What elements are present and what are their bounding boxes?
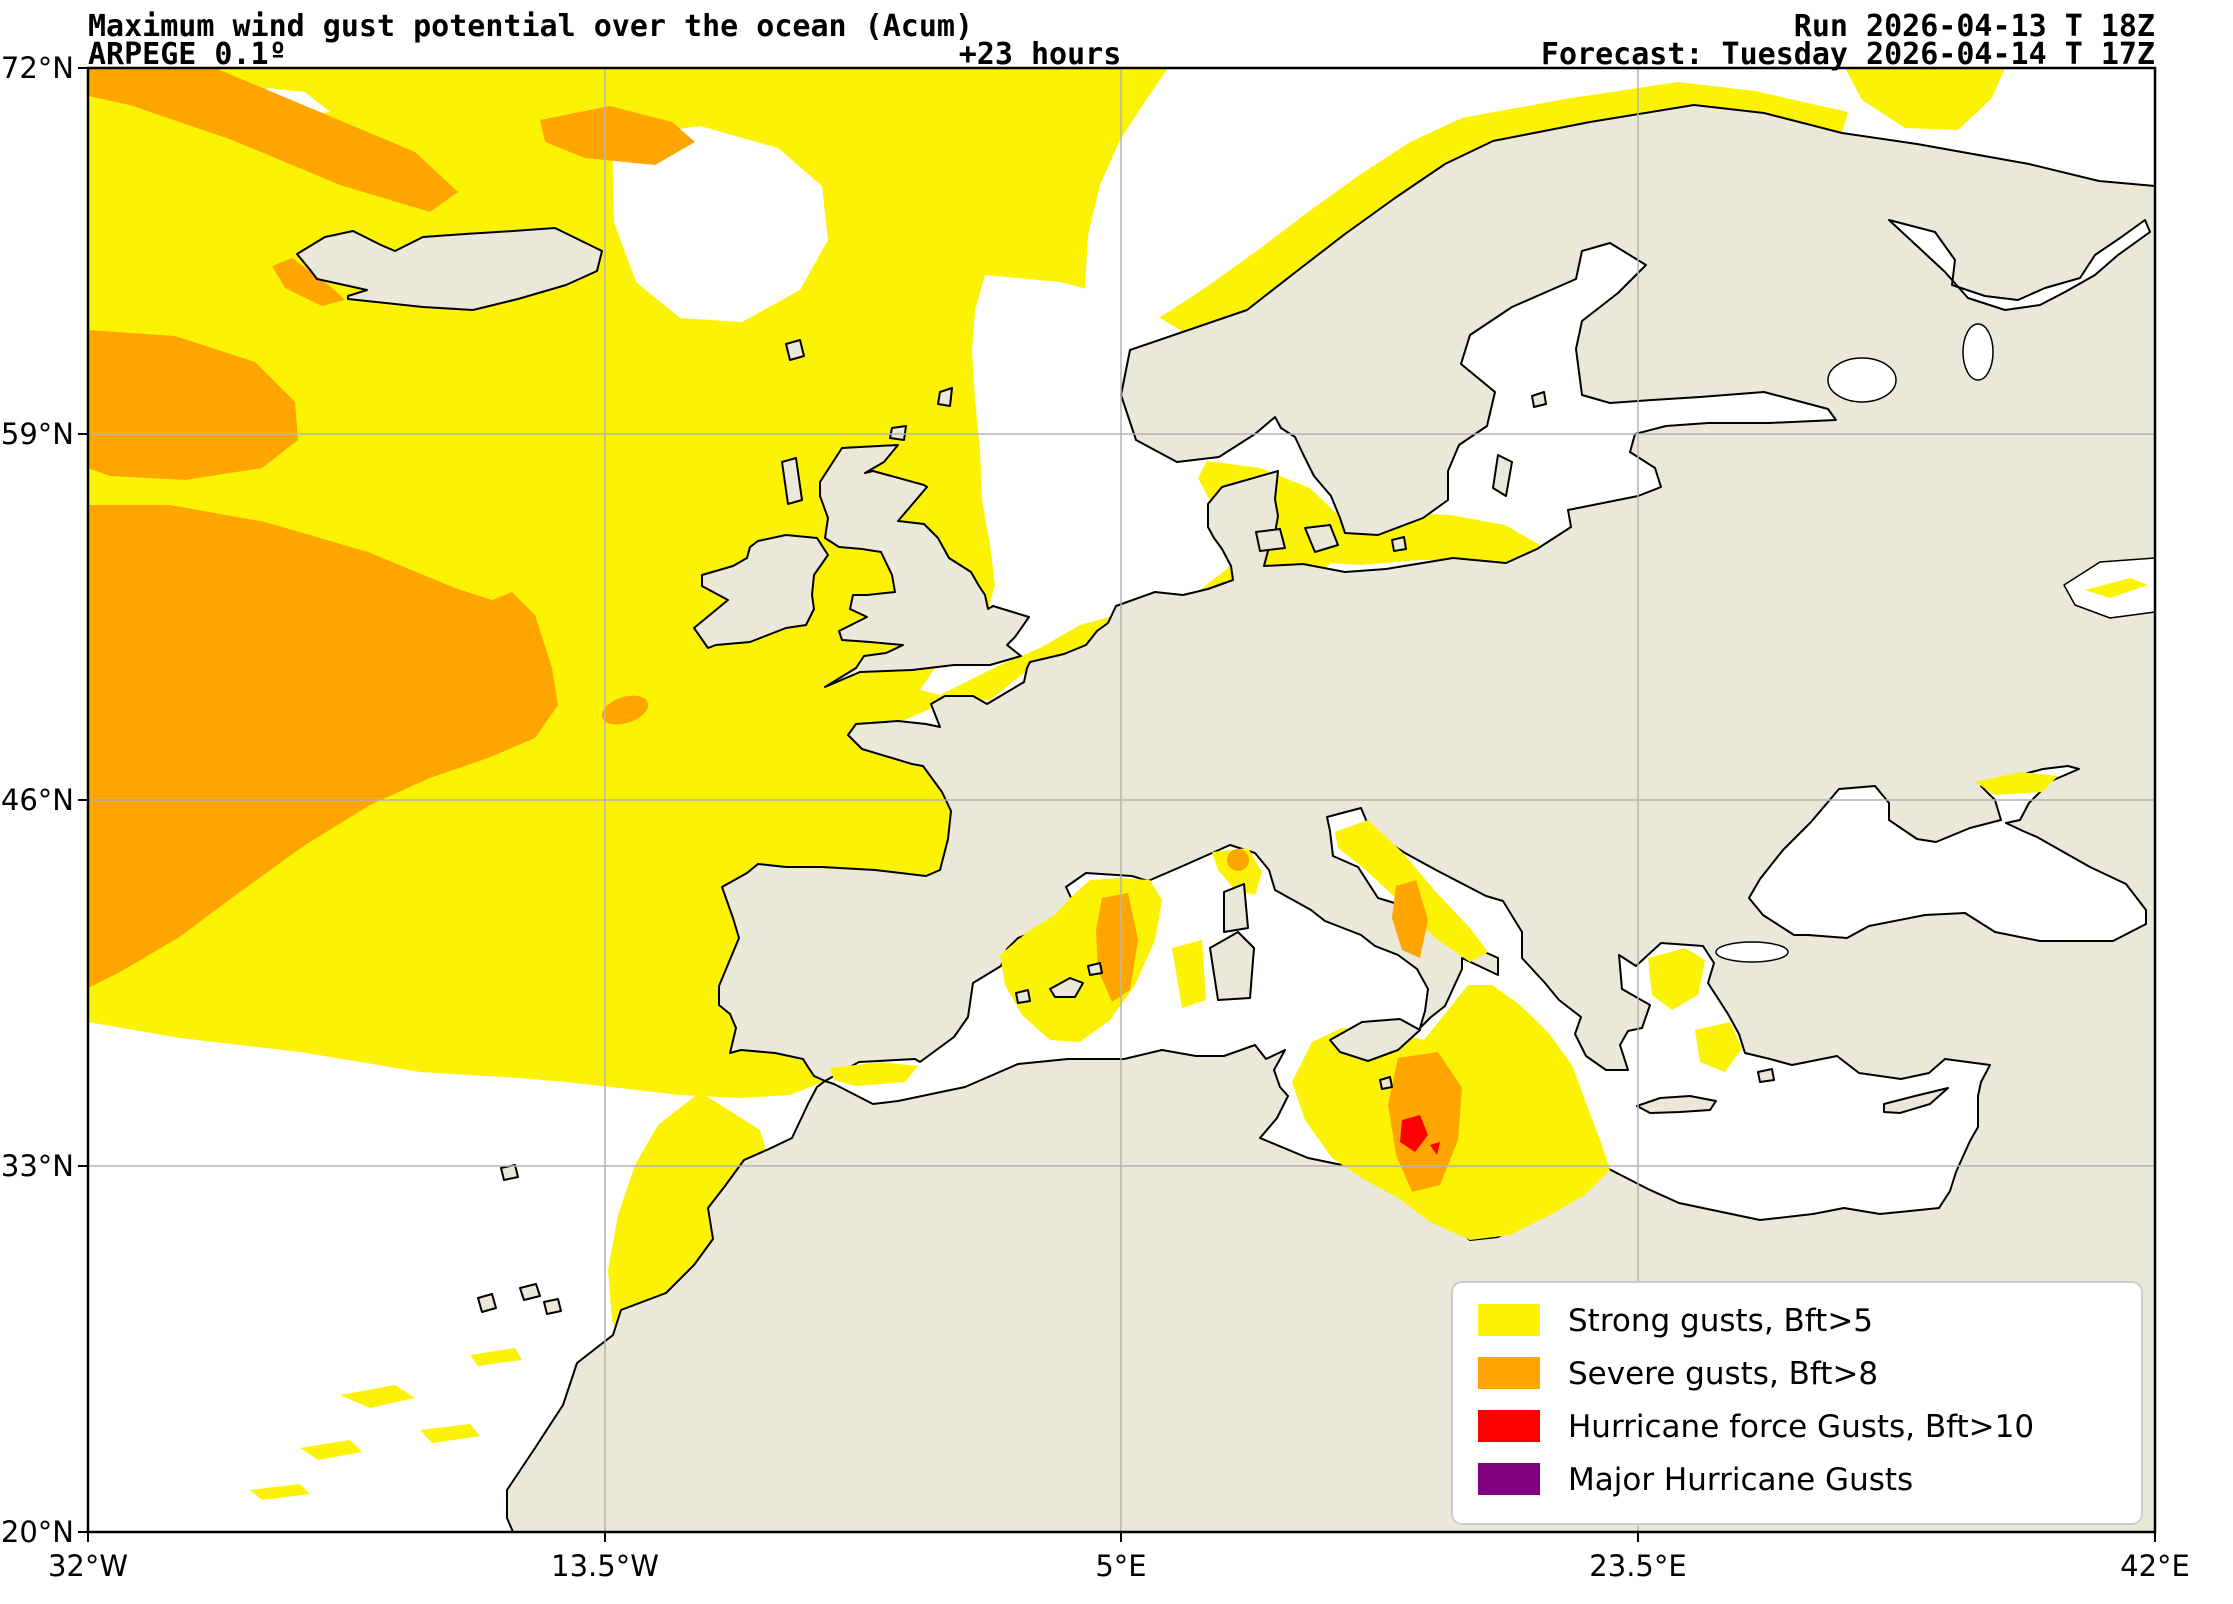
island-malta (1379, 1076, 1393, 1090)
sea-marmara (1715, 941, 1789, 963)
lon-label-42e: 42°E (2120, 1549, 2190, 1583)
lake-onega (1962, 323, 1994, 381)
header: Maximum wind gust potential over the oce… (88, 9, 2155, 72)
island-sicily (1329, 1018, 1421, 1062)
legend-label-severe: Severe gusts, Bft>8 (1568, 1356, 1878, 1392)
gust-strong-east-lake (2085, 578, 2148, 598)
land-ireland (693, 534, 829, 649)
island-corsica (1223, 883, 1249, 933)
gust-strong-norwegian-coast-band (1088, 82, 1848, 462)
legend-label-hurricane: Hurricane force Gusts, Bft>10 (1568, 1409, 2034, 1445)
island-balearics (1015, 962, 1103, 1004)
gust-severe-atlantic-giant (88, 505, 558, 988)
gust-strong-azov (1975, 772, 2058, 795)
gust-layer-atlantic-severe (88, 68, 695, 988)
lat-label-46n: 46°N (1, 783, 74, 817)
land-iceland (296, 227, 603, 311)
gust-severe-topleft-band (88, 68, 458, 212)
lat-label-72n: 72°N (1, 51, 74, 85)
gust-strong-west-sardinia (1172, 940, 1206, 1008)
gust-severe-adriatic (1392, 880, 1428, 958)
axis-labels: 72°N 59°N 46°N 33°N 20°N 32°W 13.5°W 5°E… (1, 51, 2190, 1583)
legend-label-major-hurricane: Major Hurricane Gusts (1568, 1462, 1913, 1498)
gust-strong-ligurian (1212, 848, 1262, 895)
gust-hurricane-ionian (1400, 1115, 1440, 1155)
gust-severe-gulf-of-lion (1096, 893, 1138, 1002)
legend-box (1451, 1281, 2143, 1525)
calm-patch-northeast-iceland (612, 126, 828, 322)
gust-severe-ligurian (1227, 849, 1249, 871)
island-layer (1015, 883, 1949, 1114)
gust-severe-east-iceland-blob (540, 106, 695, 165)
gust-strong-aegean (1648, 948, 1742, 1072)
sea-white-sea (1888, 219, 2151, 311)
legend: Strong gusts, Bft>5 Severe gusts, Bft>8 … (1451, 1281, 2143, 1525)
island-crete (1636, 1095, 1717, 1114)
lon-label-32w: 32°W (48, 1549, 128, 1583)
lead-time-label: +23 hours (959, 37, 1122, 72)
legend-swatch-severe (1478, 1357, 1540, 1389)
island-sardinia (1209, 931, 1255, 1001)
gust-severe-ionian (1388, 1052, 1462, 1192)
lat-label-33n: 33°N (1, 1149, 74, 1183)
legend-swatch-hurricane (1478, 1410, 1540, 1442)
lat-label-20n: 20°N (1, 1515, 74, 1549)
lon-label-13-5w: 13.5°W (551, 1549, 659, 1583)
model-label: ARPEGE 0.1º (88, 37, 287, 72)
sea-black-sea (1748, 765, 2147, 942)
gust-severe-southwest-iceland (272, 258, 345, 306)
legend-swatch-strong (1478, 1304, 1540, 1336)
land-great-britain (819, 444, 1030, 688)
lon-label-5e: 5°E (1095, 1549, 1146, 1583)
legend-swatch-major-hurricane (1478, 1463, 1540, 1495)
run-label: Run 2026-04-13 T 18Z (1794, 9, 2155, 44)
gust-strong-barents (1845, 68, 2005, 130)
gust-strong-alboran (830, 1062, 918, 1086)
land-macaronesia-islands (477, 1164, 562, 1315)
gust-severe-brittany-west (601, 695, 649, 725)
gust-strong-southwest-specks (250, 1348, 522, 1500)
page-title: Maximum wind gust potential over the oce… (88, 9, 973, 44)
legend-label-strong: Strong gusts, Bft>5 (1568, 1303, 1873, 1339)
lon-label-23-5e: 23.5°E (1589, 1549, 1686, 1583)
gust-severe-midleft-blob (88, 330, 298, 480)
lake-ladoga (1827, 357, 1897, 403)
island-cyprus (1883, 1087, 1949, 1114)
land-danish-baltic-islands (1255, 391, 1547, 553)
land-small-north-islands (781, 339, 953, 505)
island-rhodes (1757, 1068, 1775, 1083)
lat-label-59n: 59°N (1, 417, 74, 451)
forecast-label: Forecast: Tuesday 2026-04-14 T 17Z (1541, 37, 2155, 72)
